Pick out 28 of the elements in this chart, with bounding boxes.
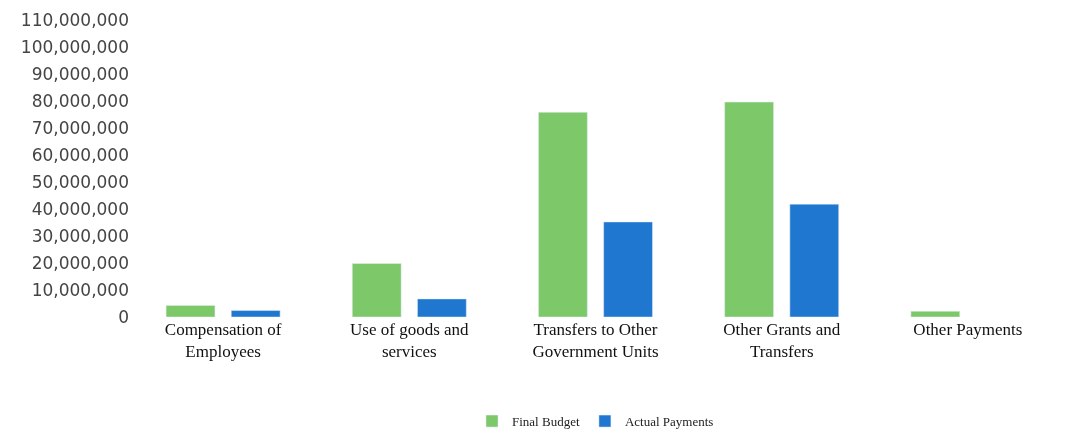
bar xyxy=(231,310,281,317)
bar xyxy=(417,298,467,317)
y-tick-label: 60,000,000 xyxy=(31,144,129,165)
y-tick-label: 10,000,000 xyxy=(31,279,129,300)
bar xyxy=(724,101,774,317)
y-tick-label: 70,000,000 xyxy=(31,117,129,138)
y-tick-label: 110,000,000 xyxy=(20,9,129,30)
legend-label: Final Budget xyxy=(512,414,580,430)
x-tick-label: Use of goods and services xyxy=(350,320,470,362)
bar xyxy=(910,311,960,317)
y-tick-label: 40,000,000 xyxy=(31,198,129,219)
x-tick-label: Compensation of Employees xyxy=(164,320,282,362)
y-tick-label: 90,000,000 xyxy=(31,63,129,84)
y-tick-label: 100,000,000 xyxy=(20,36,129,57)
y-tick-label: 30,000,000 xyxy=(31,225,129,246)
bar xyxy=(352,263,402,317)
x-tick-label: Other Payments xyxy=(913,320,1023,339)
y-tick-label: 20,000,000 xyxy=(31,252,129,273)
x-tick-label: Transfers to Other Government Units xyxy=(532,320,659,362)
y-tick-label: 50,000,000 xyxy=(31,171,129,192)
x-tick-label: Other Grants and Transfers xyxy=(723,320,841,362)
legend-label: Actual Payments xyxy=(624,414,714,430)
y-tick-label: 80,000,000 xyxy=(31,90,129,111)
bar xyxy=(165,305,216,317)
bar xyxy=(603,221,653,317)
bar xyxy=(538,112,588,317)
y-tick-label: 0 xyxy=(118,306,129,327)
bar xyxy=(789,203,839,317)
